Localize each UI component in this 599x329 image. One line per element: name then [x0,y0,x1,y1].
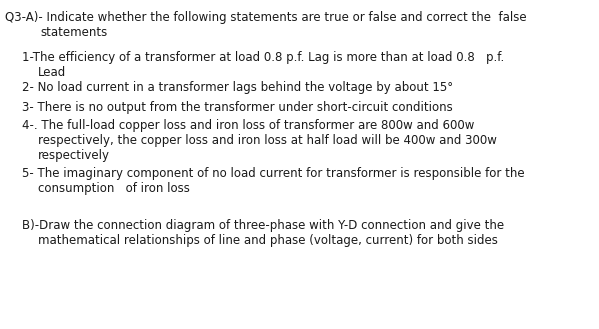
Text: B)-Draw the connection diagram of three-phase with Y-D connection and give the: B)-Draw the connection diagram of three-… [22,219,504,232]
Text: 5- The imaginary component of no load current for transformer is responsible for: 5- The imaginary component of no load cu… [22,167,525,180]
Text: respectively, the copper loss and iron loss at half load will be 400w and 300w: respectively, the copper loss and iron l… [38,134,497,147]
Text: 4-. The full-load copper loss and iron loss of transformer are 800w and 600w: 4-. The full-load copper loss and iron l… [22,119,474,132]
Text: respectively: respectively [38,149,110,162]
Text: Lead: Lead [38,66,66,79]
Text: mathematical relationships of line and phase (voltage, current) for both sides: mathematical relationships of line and p… [38,234,498,247]
Text: 1-The efficiency of a transformer at load 0.8 p.f. Lag is more than at load 0.8 : 1-The efficiency of a transformer at loa… [22,51,504,64]
Text: 3- There is no output from the transformer under short-circuit conditions: 3- There is no output from the transform… [22,101,453,114]
Text: statements: statements [40,26,107,39]
Text: consumption   of iron loss: consumption of iron loss [38,182,190,195]
Text: 2- No load current in a transformer lags behind the voltage by about 15°: 2- No load current in a transformer lags… [22,81,453,94]
Text: Q3-A)- Indicate whether the following statements are true or false and correct t: Q3-A)- Indicate whether the following st… [5,11,527,24]
